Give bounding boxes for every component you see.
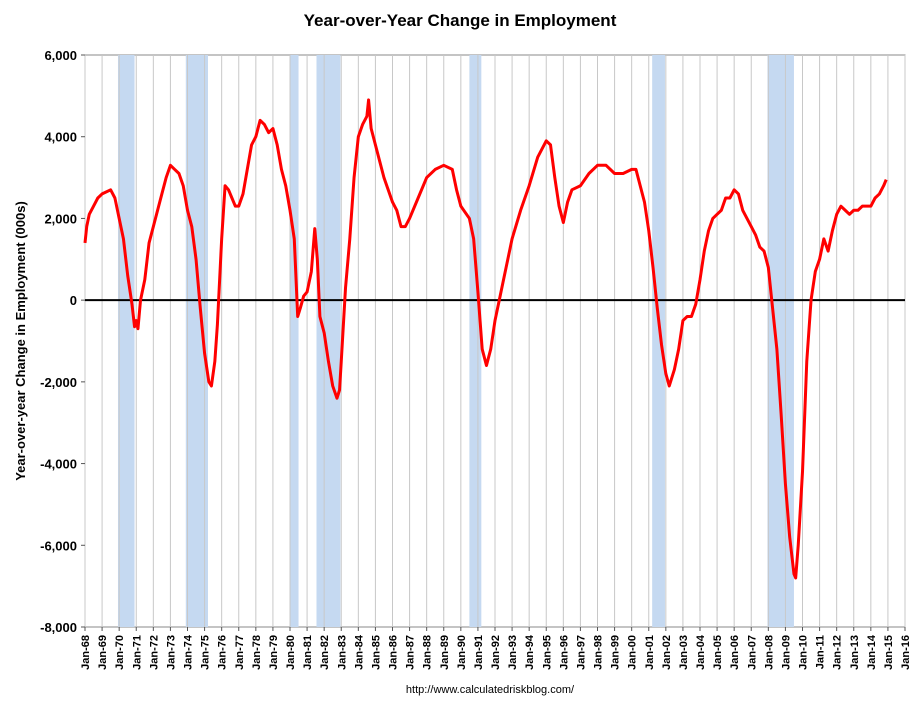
x-tick-label: Jan-95 (541, 635, 553, 670)
x-tick-label: Jan-91 (473, 635, 485, 670)
x-tick-label: Jan-81 (302, 635, 314, 670)
x-tick-label: Jan-16 (900, 635, 912, 670)
source: http://www.calculatedriskblog.com/ (406, 684, 575, 696)
x-tick-label: Jan-01 (644, 635, 656, 670)
x-tick-label: Jan-72 (148, 635, 160, 670)
y-tick-label: -6,000 (40, 538, 77, 553)
x-tick-label: Jan-98 (593, 635, 605, 670)
recession-band (117, 55, 135, 627)
recession-band (652, 55, 665, 627)
x-tick-label: Jan-10 (798, 635, 810, 670)
x-tick-label: Jan-79 (268, 635, 280, 670)
x-tick-label: Jan-71 (131, 635, 143, 670)
data-line (83, 98, 888, 580)
x-tick-label: Jan-15 (883, 635, 895, 670)
x-tick-label: Jan-78 (251, 635, 263, 670)
recession-band (469, 55, 482, 627)
x-tick-label: Jan-06 (729, 635, 741, 670)
x-tick-label: Jan-12 (832, 635, 844, 670)
x-tick-label: Jan-99 (610, 635, 622, 670)
x-tick-label: Jan-96 (558, 635, 570, 670)
y-tick-label: -8,000 (40, 620, 77, 635)
x-tick-label: Jan-87 (405, 635, 417, 670)
x-tick-label: Jan-11 (815, 635, 827, 669)
x-tick-label: Jan-92 (490, 635, 502, 670)
x-tick-label: Jan-00 (627, 635, 639, 670)
x-tick-label: Jan-86 (388, 635, 400, 670)
x-tick-label: Jan-69 (97, 635, 109, 670)
x-tick-label: Jan-83 (336, 635, 348, 670)
x-tick-label: Jan-02 (661, 635, 673, 670)
chart-title: Year-over-Year Change in Employment (304, 11, 617, 30)
y-tick-label: 6,000 (44, 48, 77, 63)
x-tick-label: Jan-03 (678, 635, 690, 670)
recession-band (290, 55, 299, 627)
x-tick-label: Jan-93 (507, 635, 519, 670)
x-tick-label: Jan-90 (456, 635, 468, 670)
x-tick-label: Jan-85 (370, 635, 382, 670)
y-tick-label: 4,000 (44, 130, 77, 145)
x-tick-label: Jan-76 (217, 635, 229, 670)
x-tick-label: Jan-80 (285, 635, 297, 670)
x-tick-label: Jan-07 (746, 635, 758, 670)
x-tick-label: Jan-73 (165, 635, 177, 670)
x-tick-label: Jan-09 (780, 635, 792, 670)
x-tick-label: Jan-89 (439, 635, 451, 670)
y-tick-label: 0 (70, 293, 77, 308)
x-tick-label: Jan-94 (524, 634, 536, 670)
y-tick-label: 2,000 (44, 211, 77, 226)
recession-band (185, 55, 208, 627)
x-tick-label: Jan-77 (234, 635, 246, 670)
x-tick-label: Jan-74 (183, 634, 195, 670)
x-tick-label: Jan-13 (849, 635, 861, 670)
x-tick-label: Jan-82 (319, 635, 331, 670)
x-tick-label: Jan-05 (712, 635, 724, 670)
y-tick-label: -4,000 (40, 457, 77, 472)
recession-band (316, 55, 341, 627)
y-axis-label: Year-over-year Change in Employment (000… (13, 201, 28, 481)
x-tick-label: Jan-08 (763, 635, 775, 670)
x-tick-label: Jan-70 (114, 635, 126, 670)
x-tick-label: Jan-88 (422, 635, 434, 670)
x-tick-label: Jan-97 (575, 635, 587, 670)
x-tick-label: Jan-68 (80, 635, 92, 670)
x-tick-label: Jan-75 (200, 635, 212, 670)
x-tick-label: Jan-84 (353, 634, 365, 670)
y-tick-label: -2,000 (40, 375, 77, 390)
x-tick-label: Jan-14 (866, 634, 878, 670)
x-tick-label: Jan-04 (695, 634, 707, 670)
